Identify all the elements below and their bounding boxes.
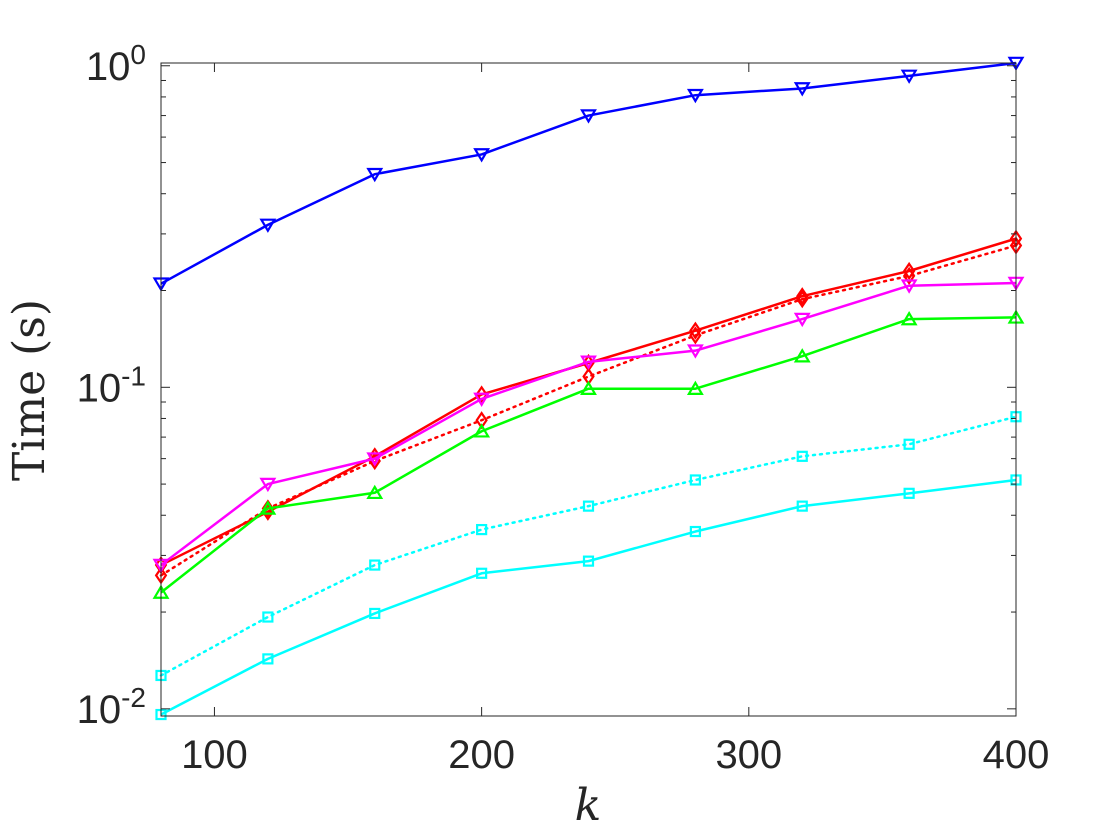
data-point <box>262 611 274 623</box>
data-point <box>580 109 597 124</box>
data-point <box>580 380 597 396</box>
data-point <box>796 287 809 306</box>
x-axis-title: k <box>575 780 602 831</box>
series-line <box>159 415 1018 677</box>
label-layer: 100 200 300 400 10-2 10-1 100 <box>77 39 1050 777</box>
data-point <box>369 559 381 571</box>
series-5 <box>152 309 1025 599</box>
tick-layer <box>161 63 1017 716</box>
data-point <box>262 653 274 665</box>
y-tick-label: 100 <box>86 39 146 89</box>
data-point <box>686 344 704 359</box>
data-point <box>796 290 809 309</box>
data-point <box>369 607 381 620</box>
data-point <box>582 500 595 512</box>
data-point <box>793 312 811 328</box>
data-point <box>903 487 915 499</box>
data-point <box>473 392 491 407</box>
x-tick-label: 200 <box>448 733 515 777</box>
data-point <box>475 385 488 404</box>
series-line <box>160 316 1017 594</box>
x-tick-label: 400 <box>983 733 1050 777</box>
series-line <box>160 281 1017 567</box>
data-point <box>476 567 488 579</box>
data-point <box>686 380 704 396</box>
data-point <box>903 438 915 450</box>
data-point <box>900 69 918 84</box>
data-point <box>686 88 704 104</box>
x-tick-label: 100 <box>181 733 248 777</box>
data-point <box>473 423 491 438</box>
data-point <box>366 484 384 500</box>
series-line <box>159 244 1018 577</box>
data-point <box>259 218 277 233</box>
data-point <box>689 321 702 340</box>
data-point <box>580 355 597 370</box>
y-tick-label: 10-1 <box>77 360 146 410</box>
y-tick-label: 10-2 <box>77 682 146 732</box>
data-point <box>900 279 918 294</box>
data-point <box>259 477 277 493</box>
data-point <box>902 261 916 281</box>
data-point <box>796 500 808 512</box>
y-axis-title: Time (s) <box>4 299 55 481</box>
data-point <box>476 523 488 536</box>
data-point <box>689 525 701 538</box>
series-line <box>160 478 1017 716</box>
series-layer <box>152 56 1025 721</box>
data-point <box>582 555 595 567</box>
data-point <box>793 82 811 97</box>
data-point <box>689 326 702 345</box>
data-point <box>259 500 277 515</box>
data-point <box>793 348 811 363</box>
x-tick-label: 300 <box>715 733 782 777</box>
data-point <box>689 474 701 486</box>
data-point <box>900 311 918 326</box>
data-point <box>366 452 384 467</box>
data-point <box>796 450 808 462</box>
plot-area-frame <box>160 62 1017 717</box>
series-line <box>160 61 1017 285</box>
data-point <box>366 167 384 183</box>
data-point <box>902 266 916 286</box>
data-point <box>473 148 491 163</box>
series-7 <box>155 474 1022 721</box>
